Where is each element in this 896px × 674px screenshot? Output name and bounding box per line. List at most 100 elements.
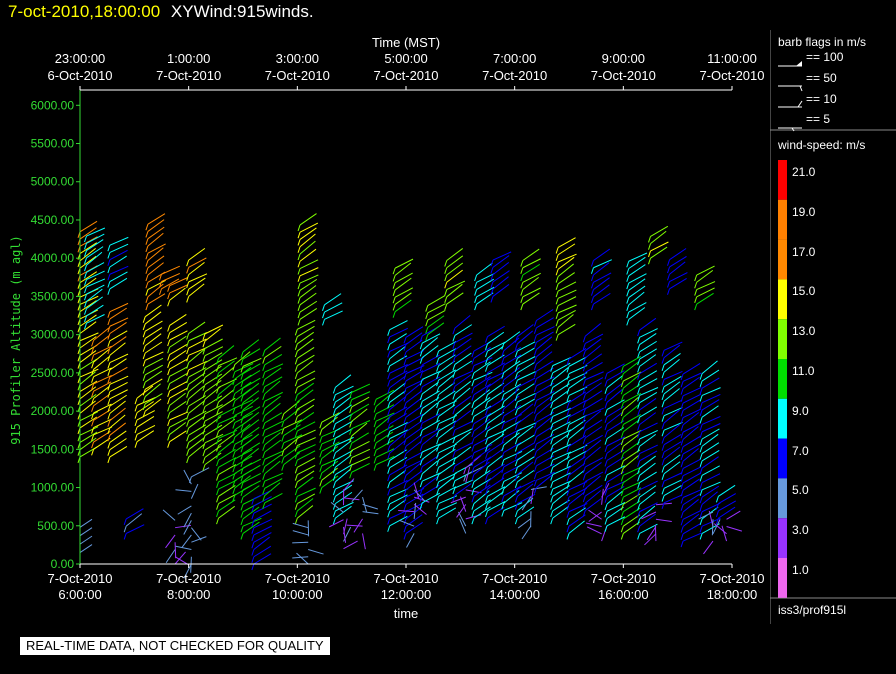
wind-barb-flag [680,482,684,490]
wind-barb-flag [436,430,440,438]
wind-barb [606,441,624,454]
wind-barb-flag [419,335,423,342]
wind-barb [292,530,309,536]
wind-barb-flag [425,312,429,320]
wind-barb-flag [694,303,698,311]
wind-barb [663,424,680,438]
wind-barb-flag [232,436,236,444]
wind-barb [585,353,603,366]
wind-barb [454,420,474,431]
wind-barb [584,446,602,461]
wind-barb-flag [332,416,336,423]
wind-barb-flag [202,377,206,384]
wind-barb-flag [332,445,336,452]
wind-barb [343,497,360,501]
wind-barb [568,450,587,462]
wind-barb [299,233,316,248]
wind-barb [585,426,603,439]
wind-barb [585,361,603,373]
wind-barb-flag [566,496,570,504]
wind-barb-flag [216,445,220,452]
wind-barb [487,398,505,410]
wind-barb [299,285,317,298]
wind-barb-flag [387,344,391,351]
wind-barb [234,351,251,365]
wind-barb-flag [514,394,518,401]
wind-barb [264,337,281,351]
wind-barb [242,442,261,454]
wind-barb [568,414,587,425]
wind-barb-flag [262,495,266,502]
wind-barb [297,319,316,330]
wind-barb [593,284,610,298]
wind-barb [606,480,626,490]
wind-barb [242,357,262,367]
wind-barb-flag [294,350,298,358]
wind-barb [93,403,112,414]
wind-barb-flag [186,347,190,355]
wind-barb-flag [501,430,505,437]
wind-barb [698,511,714,520]
wind-barb [242,472,262,484]
x-bottom-tick-date: 7-Oct-2010 [47,571,112,586]
wind-barb [264,420,283,431]
wind-barb-flag [620,373,624,380]
wind-barb-flag [349,399,353,406]
wind-barb [353,518,363,533]
wind-barb-flag [699,453,703,460]
wind-barb-flag [436,467,440,474]
wind-barb-flag [637,395,641,402]
wind-barb [169,381,188,392]
wind-barb-flag [582,459,586,466]
wind-barb-flag [626,304,630,311]
wind-barb [584,338,602,352]
wind-barb [422,370,441,380]
wind-barb-flag [485,372,488,380]
wind-barb [701,456,719,469]
wind-barb [473,456,492,468]
wind-barb-flag [294,503,298,510]
wind-barb [427,310,446,321]
wind-barb-flag [582,343,586,350]
wind-barb [696,287,715,298]
wind-barb-flag [620,446,624,453]
wind-barb [330,501,344,513]
wind-barb-flag [349,435,353,443]
x-bottom-tick-date: 7-Oct-2010 [591,571,656,586]
wind-barb [701,360,718,375]
wind-barb-flag [294,517,298,525]
wind-barb-flag [444,274,448,282]
wind-barb-flag [452,400,456,407]
wind-barb-flag [142,345,146,352]
wind-barb [169,335,187,348]
wind-barb [487,469,504,483]
wind-barb [79,332,99,342]
wind-barb [253,553,272,565]
wind-barb [79,255,97,269]
wind-barb-flag [167,325,171,332]
wind-barb [321,441,340,452]
wind-barb [242,521,260,534]
wind-barb-flag [501,386,505,394]
wind-barb-flag [240,518,244,526]
wind-barb-flag [533,480,537,487]
wind-barb-flag [694,282,698,289]
wind-barb-flag [626,261,630,268]
x-axis-top-label: Time (MST) [372,35,440,50]
wind-barb-flag [555,298,559,305]
wind-barb-flag [680,439,684,446]
wind-barb [242,339,260,353]
wind-barb [701,377,720,389]
wind-barb [663,472,683,482]
wind-barb [650,246,668,259]
wind-barb-flag [485,452,488,459]
wind-barb [585,333,604,344]
wind-barb [296,552,309,565]
wind-barb-flag [107,442,111,449]
wind-barb [79,236,98,247]
wind-barb [487,390,505,403]
wind-barb [188,437,205,451]
wind-barb [109,381,128,393]
wind-barb-flag [514,423,518,430]
wind-barb-flag [490,267,494,274]
